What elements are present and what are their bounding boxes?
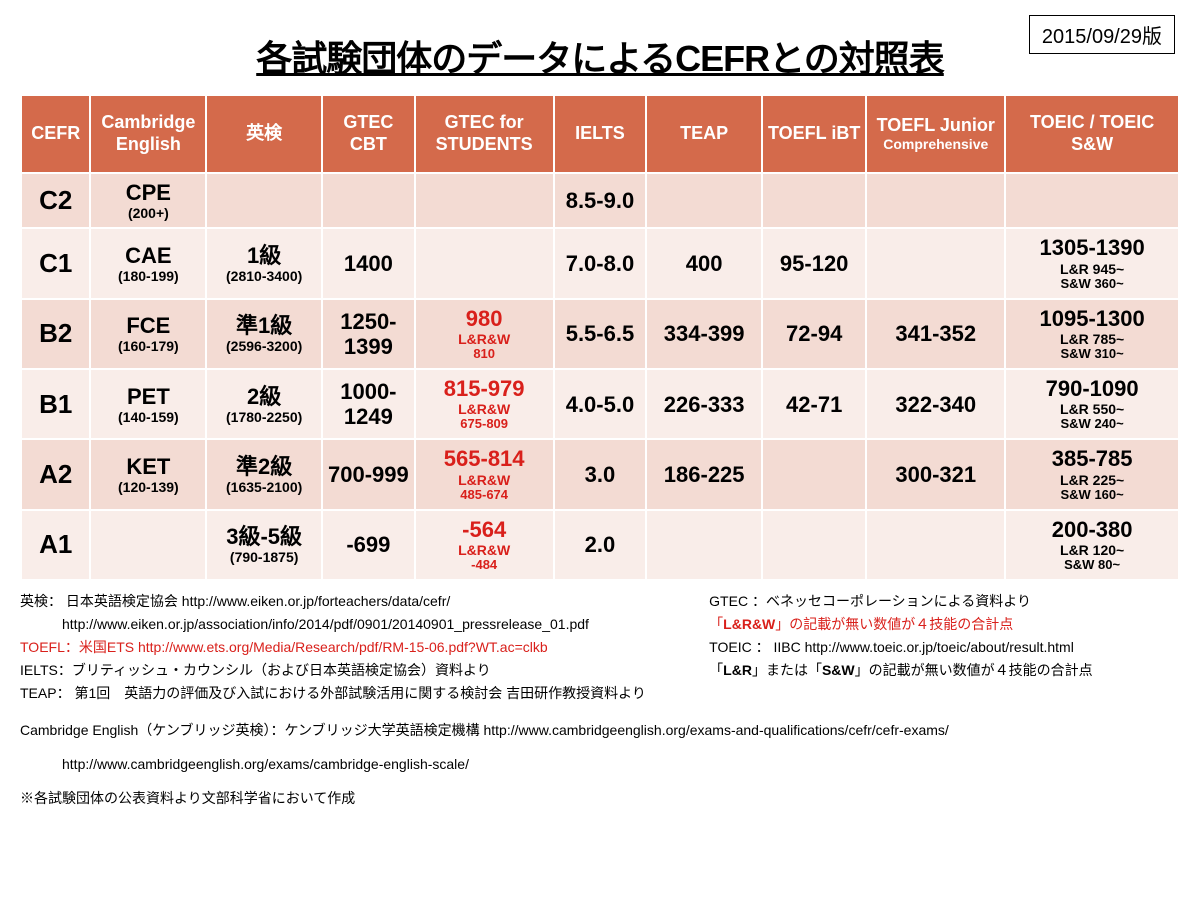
cell-toefl_jr: 322-340 xyxy=(866,369,1005,439)
cell-toefl_jr xyxy=(866,228,1005,298)
page-title: 各試験団体のデータによるCEFRとの対照表 xyxy=(20,30,1180,82)
cell-toefl_ibt xyxy=(762,173,866,228)
cell-cambridge: FCE(160-179) xyxy=(90,299,206,369)
footnote-line: ※各試験団体の公表資料より文部科学省において作成 xyxy=(20,788,1180,808)
cell-ielts: 7.0-8.0 xyxy=(554,228,647,298)
footnote-line: Cambridge English（ケンブリッジ英検）：ケンブリッジ大学英語検定… xyxy=(20,720,1180,740)
cell-gtec_cbt: 1400 xyxy=(322,228,415,298)
cell-toefl_ibt xyxy=(762,439,866,509)
cell-gtec_students: 815-979L&R&W675-809 xyxy=(415,369,554,439)
cell-toefl_ibt: 42-71 xyxy=(762,369,866,439)
table-row: A1 3級-5級(790-1875)-699-564L&R&W-4842.0 200… xyxy=(21,510,1179,580)
table-row: B2FCE(160-179)準1級(2596-3200)1250-1399980… xyxy=(21,299,1179,369)
column-header: TOEIC / TOEIC S&W xyxy=(1005,95,1179,173)
footnote-line: IELTS：ブリティッシュ・カウンシル（および日本英語検定協会）資料より xyxy=(20,660,679,681)
column-header: TEAP xyxy=(646,95,762,173)
footnote-line: 「L&R」または「S&W」の記載が無い数値が４技能の合計点 xyxy=(709,660,1180,681)
cell-toefl_jr: 341-352 xyxy=(866,299,1005,369)
footnote-line: 英検： 日本英語検定協会 http://www.eiken.or.jp/fort… xyxy=(20,591,679,612)
cell-teap: 334-399 xyxy=(646,299,762,369)
table-header-row: CEFRCambridge English英検GTEC CBTGTEC for … xyxy=(21,95,1179,173)
cell-gtec_students: 565-814L&R&W485-674 xyxy=(415,439,554,509)
footnotes: 英検： 日本英語検定協会 http://www.eiken.or.jp/fort… xyxy=(20,591,1180,706)
table-row: C2CPE(200+) 8.5-9.0 xyxy=(21,173,1179,228)
cell-toeic: 385-785L&R 225~S&W 160~ xyxy=(1005,439,1179,509)
cell-teap: 226-333 xyxy=(646,369,762,439)
cefr-level: A2 xyxy=(21,439,90,509)
table-row: A2KET(120-139)準2級(1635-2100)700-999565-8… xyxy=(21,439,1179,509)
cell-cambridge: KET(120-139) xyxy=(90,439,206,509)
footnote-line: 「L&R&W」の記載が無い数値が４技能の合計点 xyxy=(709,614,1180,635)
cell-teap: 400 xyxy=(646,228,762,298)
cell-ielts: 3.0 xyxy=(554,439,647,509)
cell-ielts: 2.0 xyxy=(554,510,647,580)
version-date: 2015/09/29版 xyxy=(1029,15,1175,54)
cell-toefl_jr xyxy=(866,173,1005,228)
cell-toeic: 200-380L&R 120~S&W 80~ xyxy=(1005,510,1179,580)
cell-teap xyxy=(646,510,762,580)
cell-gtec_students xyxy=(415,173,554,228)
cell-toeic xyxy=(1005,173,1179,228)
column-header: IELTS xyxy=(554,95,647,173)
column-header: CEFR xyxy=(21,95,90,173)
cell-gtec_students: -564L&R&W-484 xyxy=(415,510,554,580)
cell-toefl_ibt: 95-120 xyxy=(762,228,866,298)
cell-toeic: 1095-1300L&R 785~S&W 310~ xyxy=(1005,299,1179,369)
cell-gtec_cbt: 1000-1249 xyxy=(322,369,415,439)
table-row: B1PET(140-159)2級(1780-2250)1000-1249815-… xyxy=(21,369,1179,439)
footnote-line: GTEC ：ベネッセコーポレーションによる資料より xyxy=(709,591,1180,612)
cefr-table: CEFRCambridge English英検GTEC CBTGTEC for … xyxy=(20,94,1180,581)
cell-teap: 186-225 xyxy=(646,439,762,509)
cell-cambridge xyxy=(90,510,206,580)
cell-teap xyxy=(646,173,762,228)
cell-eiken: 準2級(1635-2100) xyxy=(206,439,322,509)
cell-cambridge: PET(140-159) xyxy=(90,369,206,439)
footnote-line: TOEFL：米国ETS http://www.ets.org/Media/Res… xyxy=(20,637,679,658)
cell-gtec_students xyxy=(415,228,554,298)
footnote-line: http://www.cambridgeenglish.org/exams/ca… xyxy=(20,754,1180,774)
cell-gtec_cbt: -699 xyxy=(322,510,415,580)
cell-gtec_cbt: 700-999 xyxy=(322,439,415,509)
cell-cambridge: CAE(180-199) xyxy=(90,228,206,298)
table-row: C1CAE(180-199)1級(2810-3400)1400 7.0-8.040… xyxy=(21,228,1179,298)
cell-toefl_jr xyxy=(866,510,1005,580)
cell-gtec_cbt xyxy=(322,173,415,228)
cell-cambridge: CPE(200+) xyxy=(90,173,206,228)
cell-toeic: 1305-1390L&R 945~S&W 360~ xyxy=(1005,228,1179,298)
cefr-level: B2 xyxy=(21,299,90,369)
column-header: TOEFL iBT xyxy=(762,95,866,173)
cell-ielts: 4.0-5.0 xyxy=(554,369,647,439)
footnotes-wide: Cambridge English（ケンブリッジ英検）：ケンブリッジ大学英語検定… xyxy=(20,720,1180,808)
column-header: GTEC CBT xyxy=(322,95,415,173)
footnote-line: TEAP： 第1回 英語力の評価及び入試における外部試験活用に関する検討会 吉田… xyxy=(20,683,679,704)
cell-ielts: 5.5-6.5 xyxy=(554,299,647,369)
cell-eiken: 準1級(2596-3200) xyxy=(206,299,322,369)
cefr-level: B1 xyxy=(21,369,90,439)
footnote-line: http://www.eiken.or.jp/association/info/… xyxy=(20,614,679,635)
footnote-line: TOEIC ： IIBC http://www.toeic.or.jp/toei… xyxy=(709,637,1180,658)
column-header: 英検 xyxy=(206,95,322,173)
cefr-level: C1 xyxy=(21,228,90,298)
cell-eiken: 2級(1780-2250) xyxy=(206,369,322,439)
column-header: Cambridge English xyxy=(90,95,206,173)
cell-eiken: 3級-5級(790-1875) xyxy=(206,510,322,580)
cell-eiken xyxy=(206,173,322,228)
cell-gtec_students: 980L&R&W810 xyxy=(415,299,554,369)
column-header: TOEFL JuniorComprehensive xyxy=(866,95,1005,173)
cefr-level: A1 xyxy=(21,510,90,580)
cell-eiken: 1級(2810-3400) xyxy=(206,228,322,298)
cefr-level: C2 xyxy=(21,173,90,228)
cell-toefl_ibt xyxy=(762,510,866,580)
cell-gtec_cbt: 1250-1399 xyxy=(322,299,415,369)
cell-toefl_ibt: 72-94 xyxy=(762,299,866,369)
cell-toeic: 790-1090L&R 550~S&W 240~ xyxy=(1005,369,1179,439)
cell-ielts: 8.5-9.0 xyxy=(554,173,647,228)
column-header: GTEC for STUDENTS xyxy=(415,95,554,173)
cell-toefl_jr: 300-321 xyxy=(866,439,1005,509)
